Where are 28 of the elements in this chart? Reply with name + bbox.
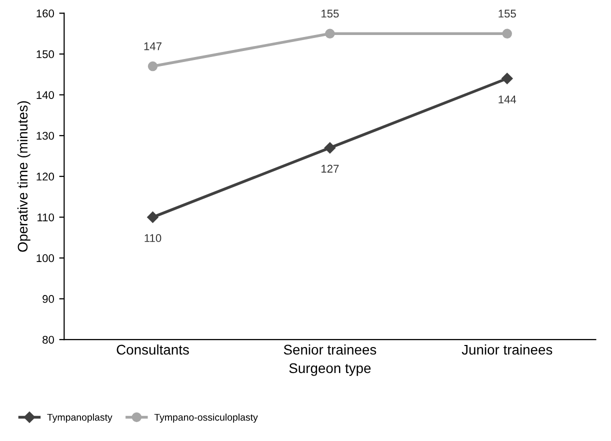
y-tick-label: 150: [36, 50, 54, 58]
data-label: 147: [144, 42, 162, 50]
data-label: 155: [322, 10, 339, 18]
y-tick-label: 160: [36, 9, 54, 18]
y-tick-label: 100: [36, 254, 54, 262]
point: [147, 212, 158, 223]
x-axis-title: Surgeon type: [289, 363, 371, 376]
y-tick-label: 120: [36, 172, 54, 181]
point: [325, 28, 335, 38]
point: [502, 28, 512, 38]
legend-label: Tympanoplasty: [47, 414, 112, 423]
data-label: 144: [498, 96, 516, 104]
x-tick-label: Junior trainees: [462, 344, 552, 355]
data-label: 127: [322, 164, 339, 173]
y-tick-label: 130: [36, 132, 54, 140]
legend-label: Tympano-ossiculoplasty: [154, 414, 258, 423]
point: [502, 72, 513, 84]
y-tick-label: 110: [38, 213, 54, 222]
y-axis-title: Operative time (minutes): [17, 101, 30, 252]
x-tick-label: Senior trainees: [284, 344, 376, 355]
point: [148, 61, 158, 72]
data-label: 110: [144, 234, 162, 242]
y-tick-label: 140: [36, 91, 54, 99]
point: [324, 142, 336, 154]
x-tick-label: Consultants: [116, 344, 189, 355]
y-tick-label: 80: [42, 336, 54, 344]
data-label: 155: [498, 10, 516, 18]
y-tick-label: 90: [42, 295, 54, 303]
